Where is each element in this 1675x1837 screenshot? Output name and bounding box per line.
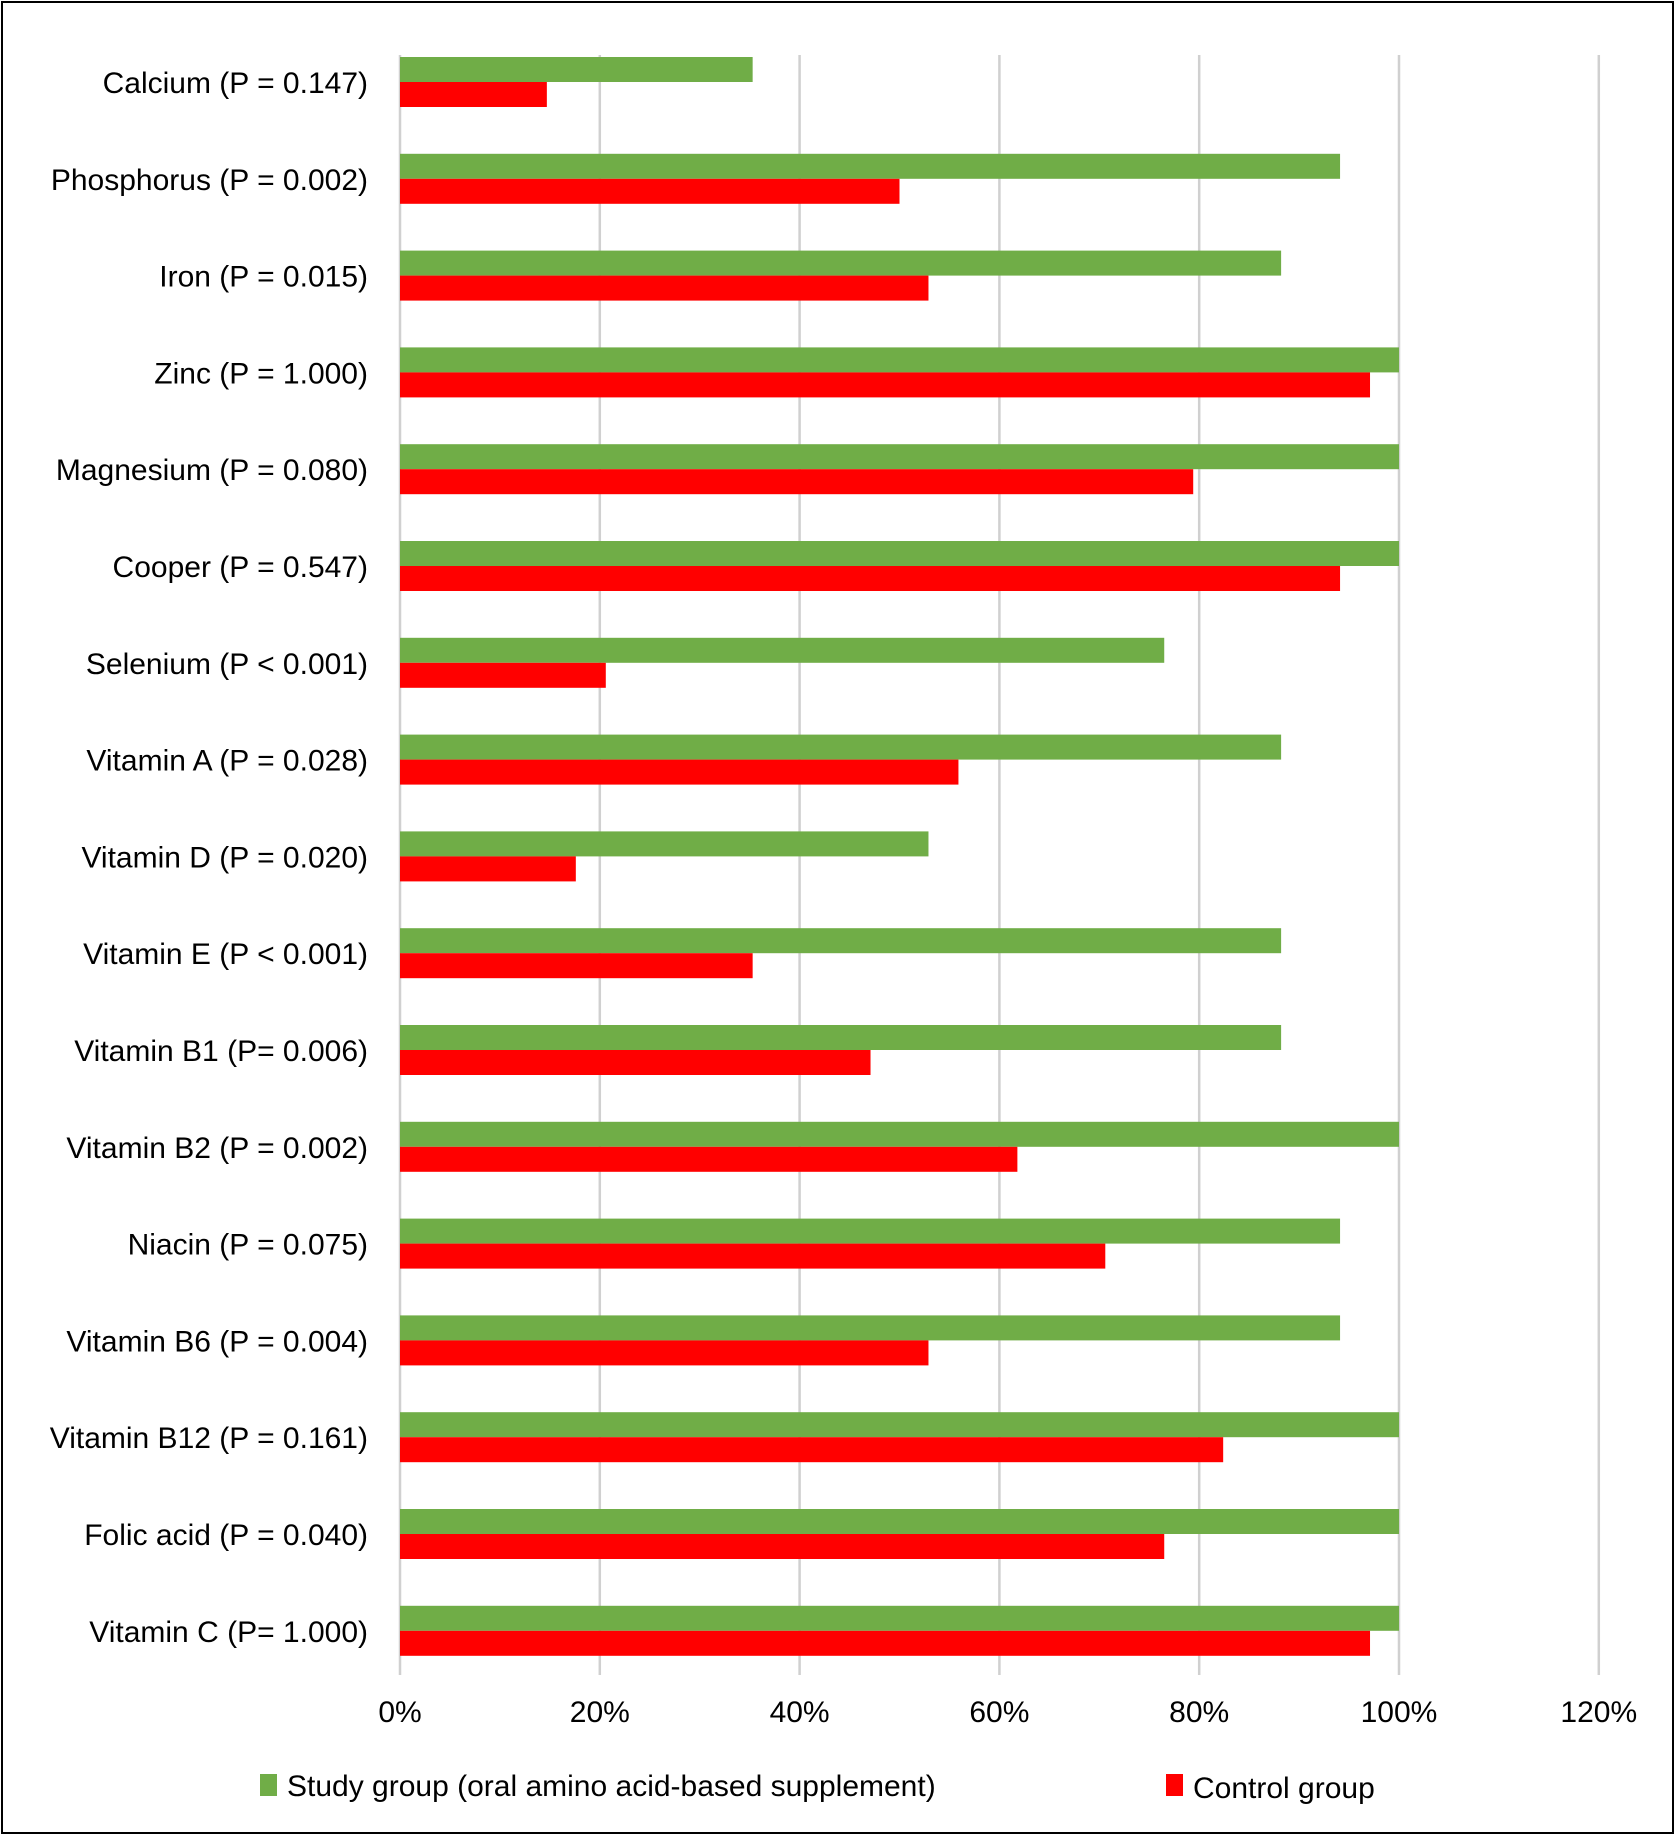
x-tick-label: 100% (1361, 1696, 1438, 1729)
bar-study (400, 1121, 1399, 1147)
legend-swatch-study (260, 1774, 277, 1796)
legend-swatch-control (1166, 1774, 1183, 1796)
x-tick-label: 60% (969, 1696, 1029, 1729)
category-label: Folic acid (P = 0.040) (84, 1519, 368, 1552)
x-tick-label: 20% (570, 1696, 630, 1729)
x-tick-label: 40% (770, 1696, 830, 1729)
category-label: Vitamin C (P= 1.000) (89, 1616, 368, 1649)
bar-study (400, 347, 1399, 373)
category-label: Iron (P = 0.015) (159, 261, 368, 294)
bar-study (400, 153, 1341, 179)
bar-control (400, 1146, 1018, 1172)
bar-study (400, 637, 1165, 663)
bar-study (400, 928, 1282, 954)
x-tick-labels: 0% 20% 40% 60% 80% 100% 120% (378, 1696, 1637, 1729)
bar-control (400, 566, 1341, 591)
x-tick-label: 120% (1560, 1696, 1637, 1729)
category-label: Vitamin E (P < 0.001) (83, 938, 368, 971)
bar-control (400, 1340, 929, 1366)
bar-control (400, 469, 1194, 495)
category-label: Vitamin B12 (P = 0.161) (50, 1422, 368, 1455)
bar-study (400, 541, 1399, 566)
category-label: Zinc (P = 1.000) (154, 357, 368, 390)
category-label: Vitamin B1 (P= 0.006) (74, 1035, 368, 1068)
legend-label-study: Study group (oral amino acid-based suppl… (287, 1770, 936, 1803)
bar-control (400, 1050, 871, 1075)
bar-study (400, 1025, 1282, 1050)
bar-control (400, 1243, 1106, 1269)
bar-study (400, 1315, 1341, 1341)
legend: Study group (oral amino acid-based suppl… (260, 1770, 1375, 1805)
x-tick-label: 80% (1169, 1696, 1229, 1729)
category-label: Vitamin B2 (P = 0.002) (66, 1132, 368, 1165)
bar-control (400, 662, 606, 688)
bar-study (400, 250, 1282, 276)
bar-control (400, 275, 929, 301)
bars (400, 57, 1399, 1656)
category-label: Phosphorus (P = 0.002) (51, 164, 368, 197)
bar-control (400, 953, 753, 979)
category-label: Vitamin A (P = 0.028) (86, 745, 368, 778)
category-label: Calcium (P = 0.147) (103, 67, 368, 100)
bar-control (400, 1534, 1165, 1559)
bar-control (400, 1437, 1224, 1463)
category-label: Niacin (P = 0.075) (128, 1229, 368, 1262)
bar-control (400, 1630, 1371, 1656)
bar-study (400, 1218, 1341, 1244)
bar-control (400, 82, 547, 107)
category-label: Selenium (P < 0.001) (86, 648, 368, 681)
bar-study (400, 57, 753, 82)
bar-control (400, 759, 959, 785)
bar-study (400, 1412, 1399, 1438)
bar-study (400, 831, 929, 857)
category-label: Vitamin D (P = 0.020) (81, 841, 368, 874)
category-label: Cooper (P = 0.547) (113, 551, 368, 584)
legend-label-control: Control group (1193, 1772, 1375, 1805)
category-label: Magnesium (P = 0.080) (56, 454, 368, 487)
gridlines (398, 55, 1601, 1675)
x-tick-label: 0% (378, 1696, 421, 1729)
bar-control (400, 178, 900, 204)
bar-study (400, 444, 1399, 470)
bar-control (400, 856, 576, 882)
category-labels: Calcium (P = 0.147) Phosphorus (P = 0.002… (50, 67, 368, 1649)
category-label: Vitamin B6 (P = 0.004) (66, 1325, 368, 1358)
bar-control (400, 372, 1371, 398)
bar-study (400, 734, 1282, 760)
bar-study (400, 1509, 1399, 1534)
bar-study (400, 1605, 1399, 1631)
